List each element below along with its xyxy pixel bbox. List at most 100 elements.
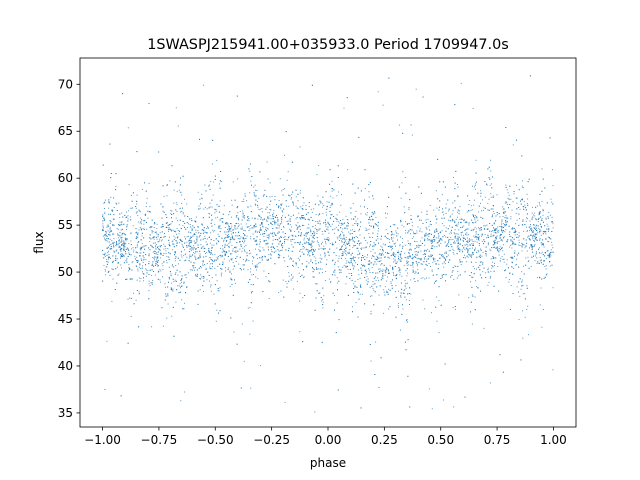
data-point xyxy=(142,246,144,248)
data-point xyxy=(171,282,173,284)
data-point xyxy=(255,240,257,242)
data-point xyxy=(539,304,541,306)
data-point xyxy=(368,233,370,234)
data-point xyxy=(534,237,536,239)
data-point xyxy=(391,238,393,240)
data-point xyxy=(217,290,219,292)
data-point xyxy=(185,292,186,294)
data-point xyxy=(478,236,480,238)
data-point xyxy=(392,240,394,242)
data-point xyxy=(377,233,379,235)
data-point xyxy=(469,275,471,276)
data-point xyxy=(138,291,140,293)
data-point xyxy=(467,250,469,252)
data-point xyxy=(479,269,481,271)
data-point xyxy=(282,189,284,190)
data-point xyxy=(122,244,124,246)
data-point xyxy=(317,241,319,243)
data-point xyxy=(310,244,312,246)
data-point xyxy=(463,234,465,236)
data-point xyxy=(443,399,445,401)
data-point xyxy=(292,246,294,248)
data-point xyxy=(107,224,109,226)
data-point xyxy=(110,177,112,179)
data-point xyxy=(544,230,545,232)
data-point xyxy=(447,228,449,230)
data-point xyxy=(495,215,497,217)
data-point xyxy=(146,269,147,271)
data-point xyxy=(126,257,128,259)
data-point xyxy=(184,249,185,251)
data-point xyxy=(457,216,458,218)
data-point xyxy=(104,208,105,209)
data-point xyxy=(440,242,442,244)
data-point xyxy=(163,195,165,197)
data-point xyxy=(313,269,315,271)
data-point xyxy=(551,221,552,223)
data-point xyxy=(185,277,187,279)
data-point xyxy=(193,262,195,264)
data-point xyxy=(241,219,243,221)
data-point xyxy=(196,236,198,238)
data-point xyxy=(474,237,476,238)
data-point xyxy=(161,245,162,247)
data-point xyxy=(493,257,494,259)
data-point xyxy=(434,260,436,262)
chart-title: 1SWASPJ215941.00+035933.0 Period 1709947… xyxy=(147,37,509,53)
data-point xyxy=(172,288,174,290)
data-point xyxy=(376,236,378,237)
data-point xyxy=(237,206,239,208)
data-point xyxy=(121,224,123,226)
data-point xyxy=(405,269,407,271)
data-point xyxy=(173,202,175,204)
data-point xyxy=(388,308,390,310)
data-point xyxy=(312,237,314,239)
data-point xyxy=(165,250,167,252)
data-point xyxy=(505,186,507,188)
data-point xyxy=(445,258,446,260)
data-point xyxy=(238,224,240,226)
data-point xyxy=(370,225,372,227)
data-point xyxy=(216,280,218,282)
data-point xyxy=(168,242,170,244)
data-point xyxy=(214,254,216,256)
data-point xyxy=(145,245,147,247)
data-point xyxy=(204,235,206,237)
data-point xyxy=(466,261,468,263)
data-point xyxy=(310,231,312,233)
data-point xyxy=(162,265,164,267)
data-point xyxy=(231,258,233,260)
data-point xyxy=(201,224,203,226)
data-point xyxy=(284,260,286,262)
data-point xyxy=(441,254,443,256)
data-point xyxy=(369,225,371,226)
data-point xyxy=(320,262,322,263)
data-point xyxy=(353,218,355,220)
data-point xyxy=(341,246,342,248)
data-point xyxy=(187,235,189,237)
data-point xyxy=(341,223,343,225)
data-point xyxy=(345,215,347,217)
data-point xyxy=(464,230,466,231)
data-point xyxy=(414,248,416,250)
data-point xyxy=(399,268,401,270)
data-point xyxy=(301,216,303,218)
data-point xyxy=(176,211,178,213)
data-point xyxy=(424,244,426,246)
data-point xyxy=(479,274,481,276)
data-point xyxy=(484,196,486,198)
data-point xyxy=(374,212,376,214)
data-point xyxy=(336,247,338,249)
data-point xyxy=(338,269,340,271)
data-point xyxy=(283,296,285,298)
data-point xyxy=(104,211,106,213)
data-point xyxy=(444,186,446,188)
data-point xyxy=(431,408,433,410)
data-point xyxy=(223,240,224,242)
data-point xyxy=(138,266,140,268)
data-point xyxy=(345,237,347,238)
data-point xyxy=(259,239,261,241)
data-point xyxy=(541,244,543,246)
data-point xyxy=(444,263,446,265)
data-point xyxy=(191,229,193,231)
